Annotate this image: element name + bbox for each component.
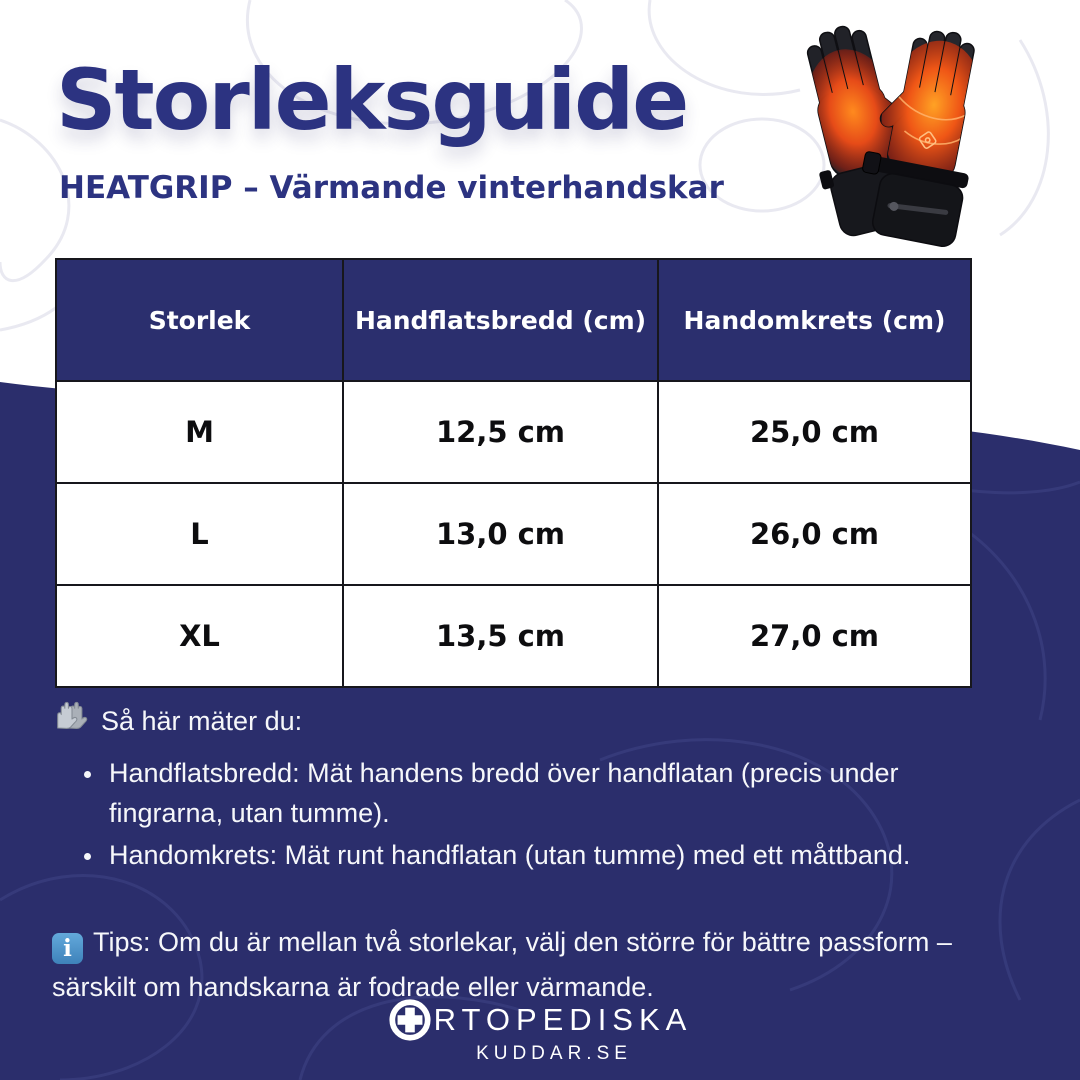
page-title: Storleksguide: [56, 51, 689, 149]
bullet-hand-circumference: Handomkrets: Mät runt handflatan (utan t…: [105, 835, 980, 875]
brand-name-bottom: KUDDAR.SE: [476, 1043, 632, 1064]
measure-instructions-section: Så här mäter du: Handflatsbredd: Mät han…: [55, 700, 980, 877]
brand-name-top: RTOPEDISKA: [433, 1002, 693, 1037]
size-table: Storlek Handflatsbredd (cm) Handomkrets …: [55, 258, 972, 688]
circumference-cell: 25,0 cm: [657, 380, 972, 484]
measure-heading: Så här mäter du:: [101, 705, 303, 736]
medical-cross-icon: [388, 998, 432, 1042]
table-row-m: M 12,5 cm 25,0 cm: [55, 380, 972, 484]
page-subtitle: HEATGRIP – Värmande vinterhandskar: [59, 170, 724, 206]
table-row-xl: XL 13,5 cm 27,0 cm: [55, 584, 972, 688]
gloves-icon: [55, 700, 89, 741]
heated-winter-gloves-image: [782, 12, 1007, 252]
tips-paragraph: i Tips: Om du är mellan två storlekar, vä…: [52, 920, 1017, 1010]
table-header-row: Storlek Handflatsbredd (cm) Handomkrets …: [55, 258, 972, 382]
size-cell: XL: [55, 584, 344, 688]
brand-footer: RTOPEDISKA KUDDAR.SE: [0, 998, 1080, 1065]
col-header-hand-circumference: Handomkrets (cm): [657, 258, 972, 382]
size-cell: L: [55, 482, 344, 586]
col-header-palm-width: Handflatsbredd (cm): [342, 258, 659, 382]
palm-width-cell: 12,5 cm: [342, 380, 659, 484]
col-header-size: Storlek: [55, 258, 344, 382]
info-icon: i: [52, 933, 83, 964]
size-cell: M: [55, 380, 344, 484]
circumference-cell: 27,0 cm: [657, 584, 972, 688]
bullet-palm-width: Handflatsbredd: Mät handens bredd över h…: [105, 753, 980, 833]
table-row-l: L 13,0 cm 26,0 cm: [55, 482, 972, 586]
palm-width-cell: 13,0 cm: [342, 482, 659, 586]
circumference-cell: 26,0 cm: [657, 482, 972, 586]
measure-bullet-list: Handflatsbredd: Mät handens bredd över h…: [55, 753, 980, 875]
tips-text: Tips: Om du är mellan två storlekar, väl…: [52, 927, 952, 1002]
palm-width-cell: 13,5 cm: [342, 584, 659, 688]
